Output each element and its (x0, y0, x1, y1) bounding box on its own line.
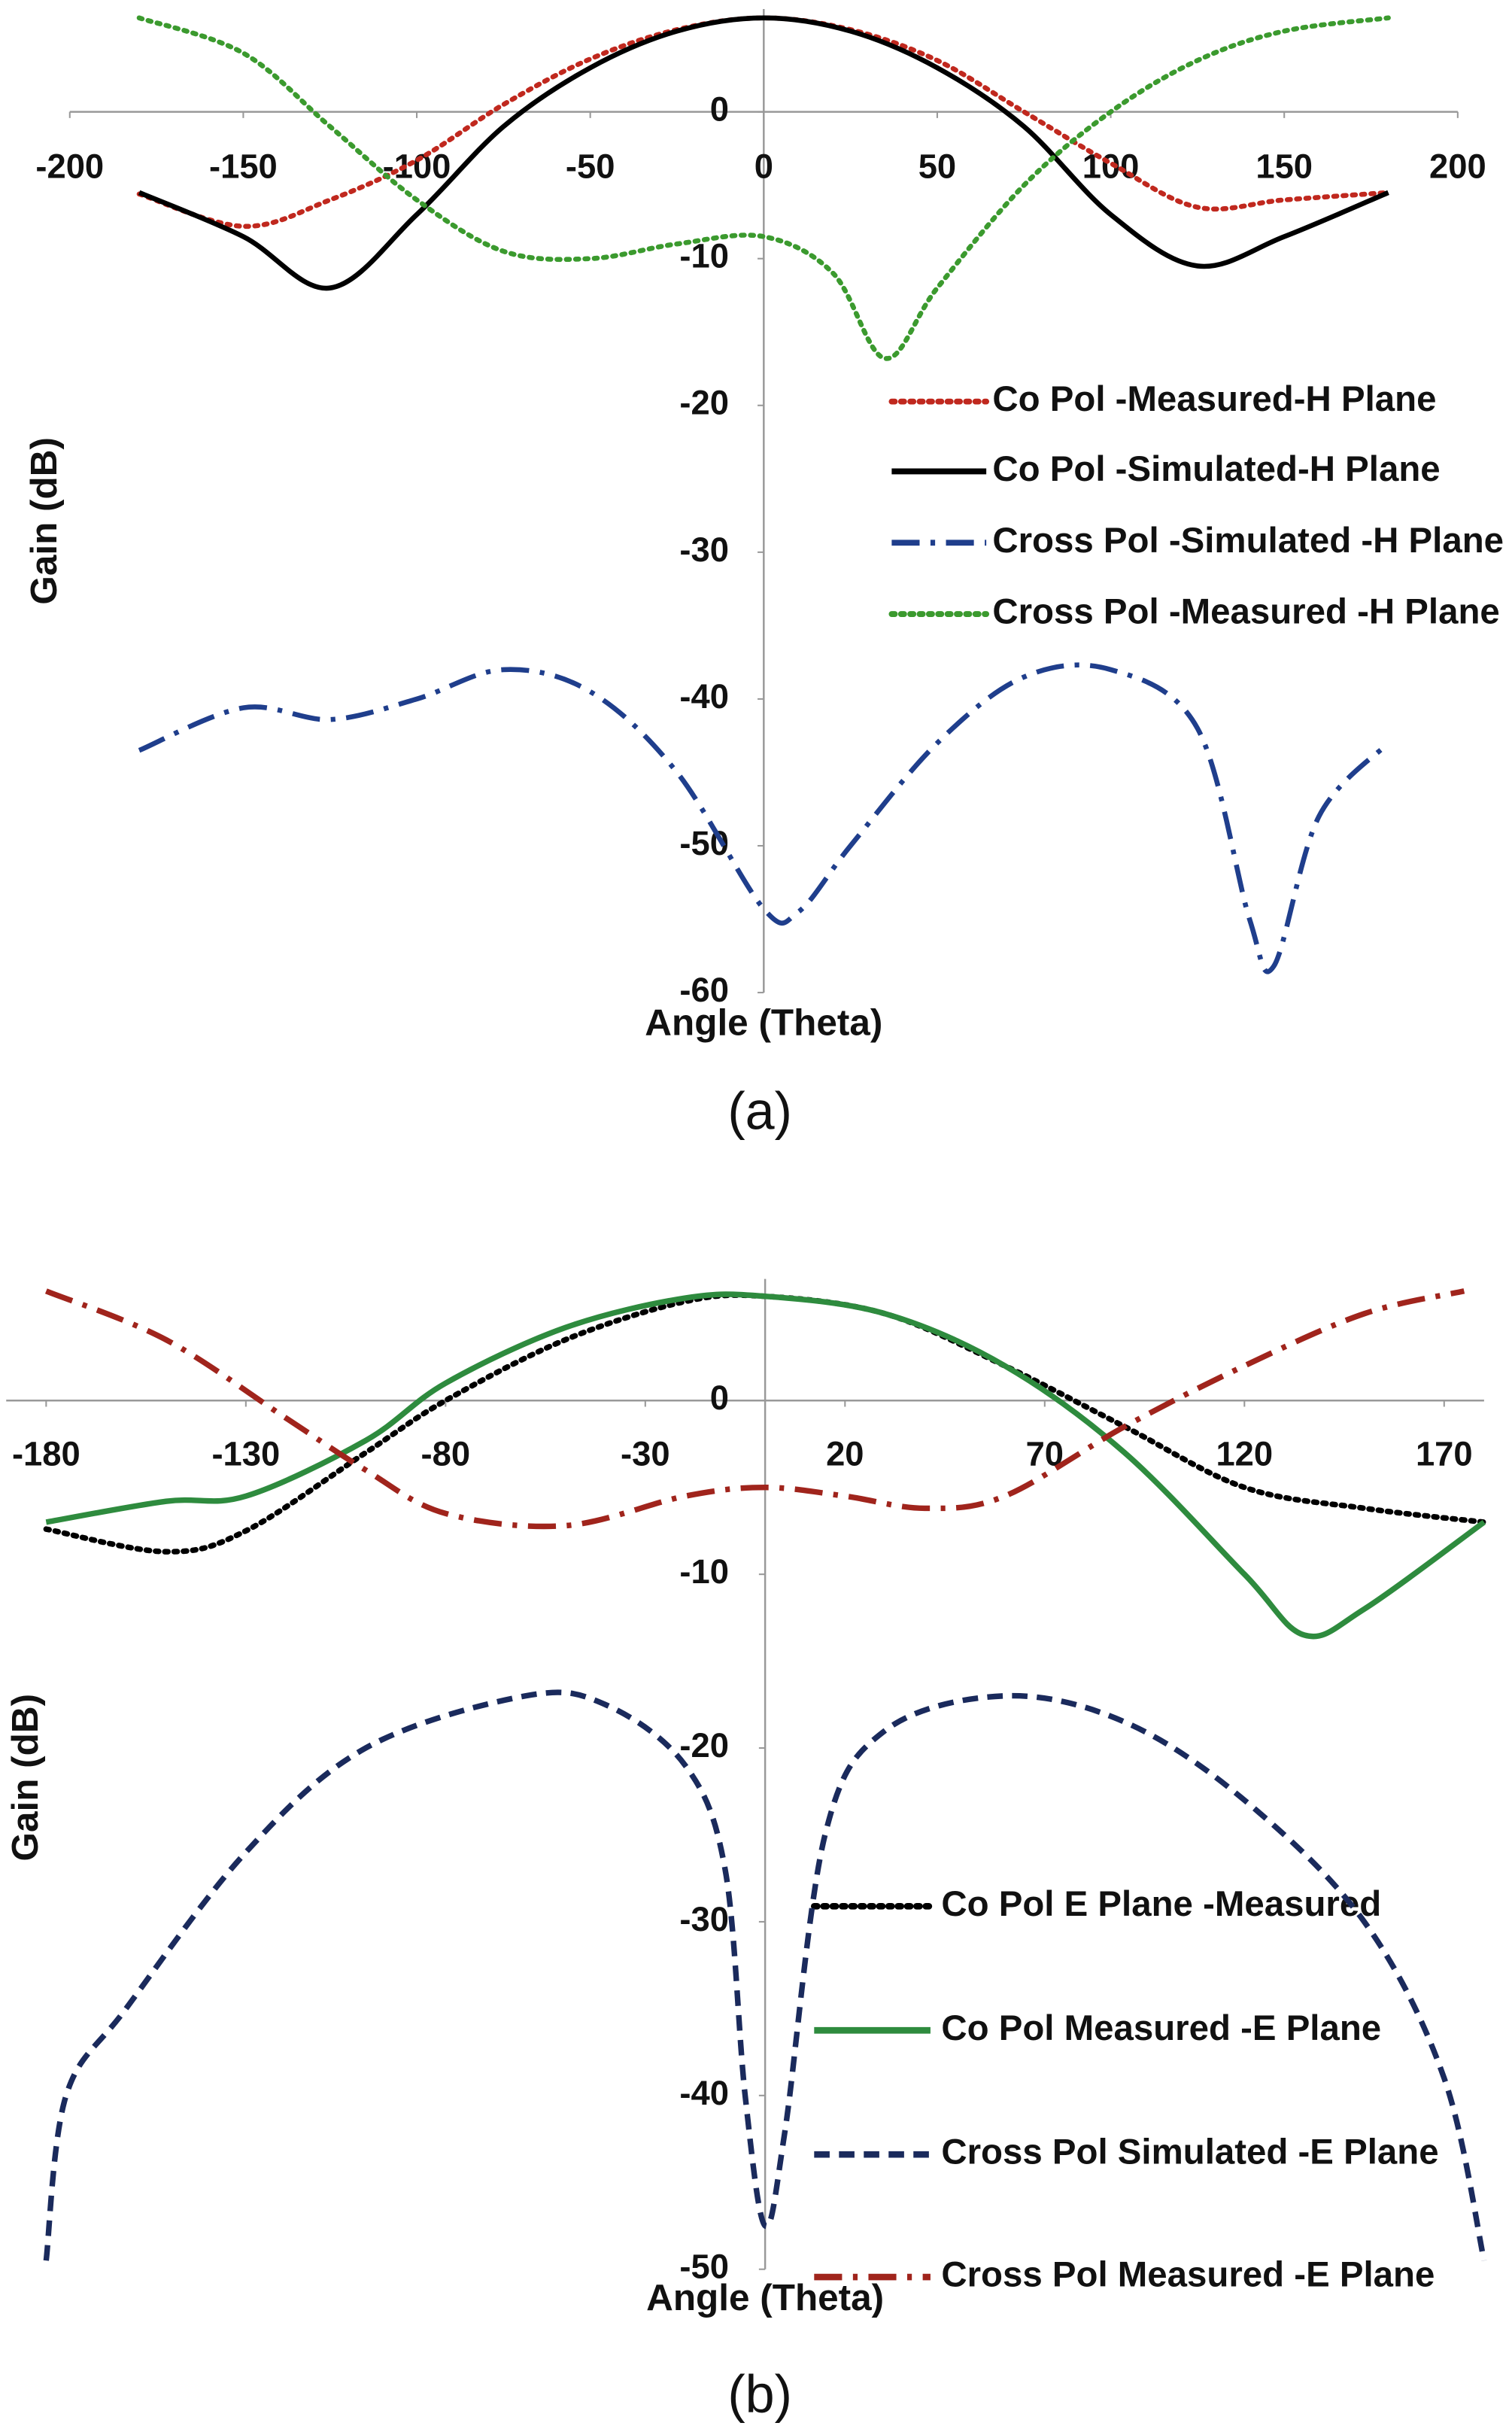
x-tick-label: 0 (754, 147, 773, 185)
y-tick-label: -30 (679, 1900, 729, 1938)
series-line (138, 662, 1390, 974)
x-tick-label: -150 (209, 147, 278, 185)
x-tick-label: -50 (566, 147, 615, 185)
x-tick-label: 170 (1416, 1434, 1473, 1473)
series-line (45, 1291, 1486, 1640)
x-tick-label: -180 (12, 1434, 80, 1473)
y-tick-label: -20 (679, 1726, 729, 1765)
series-line (136, 15, 1391, 230)
series-line (43, 1689, 1487, 2261)
y-tick-label: -10 (679, 1552, 729, 1591)
x-tick-label: 200 (1429, 147, 1486, 185)
y-tick-label: -50 (679, 2248, 729, 2286)
caption: (b) (727, 2364, 792, 2423)
series-line (44, 1288, 1465, 1530)
y-tick-label: 0 (710, 1379, 729, 1417)
y-tick-label: -60 (679, 971, 729, 1009)
caption: (a) (727, 1081, 792, 1140)
legend-label: Cross Pol -Measured -H Plane (992, 592, 1499, 632)
y-tick-label: -40 (679, 2074, 729, 2112)
y-tick-label: 0 (710, 90, 729, 129)
x-axis-label: Angle (Theta) (645, 1002, 882, 1043)
x-tick-label: -200 (35, 147, 104, 185)
x-tick-label: -80 (421, 1434, 471, 1473)
y-tick-label: -20 (679, 384, 729, 422)
x-axis-label: Angle (Theta) (646, 2277, 884, 2318)
legend-label: Co Pol E Plane -Measured (941, 1884, 1381, 1924)
series-line (138, 15, 1389, 291)
x-tick-label: -100 (383, 147, 451, 185)
y-tick-label: -30 (679, 530, 729, 569)
x-tick-label: 20 (826, 1434, 864, 1473)
x-tick-label: 150 (1255, 147, 1313, 185)
series-line (136, 15, 1391, 361)
legend-label: Cross Pol Simulated -E Plane (941, 2133, 1438, 2172)
y-tick-label: -40 (679, 677, 729, 716)
x-tick-label: -130 (211, 1434, 280, 1473)
x-tick-label: 50 (918, 147, 956, 185)
x-tick-label: 120 (1216, 1434, 1273, 1473)
y-axis-label: Gain (dB) (5, 1694, 46, 1862)
x-tick-label: -30 (621, 1434, 670, 1473)
legend-label: Cross Pol -Simulated -H Plane (992, 521, 1504, 561)
legend-label: Co Pol -Measured-H Plane (992, 379, 1436, 419)
y-axis-label: Gain (dB) (23, 437, 65, 605)
legend-label: Cross Pol Measured -E Plane (941, 2255, 1435, 2295)
legend-label: Co Pol Measured -E Plane (941, 2008, 1381, 2048)
legend-label: Co Pol -Simulated-H Plane (992, 449, 1440, 489)
